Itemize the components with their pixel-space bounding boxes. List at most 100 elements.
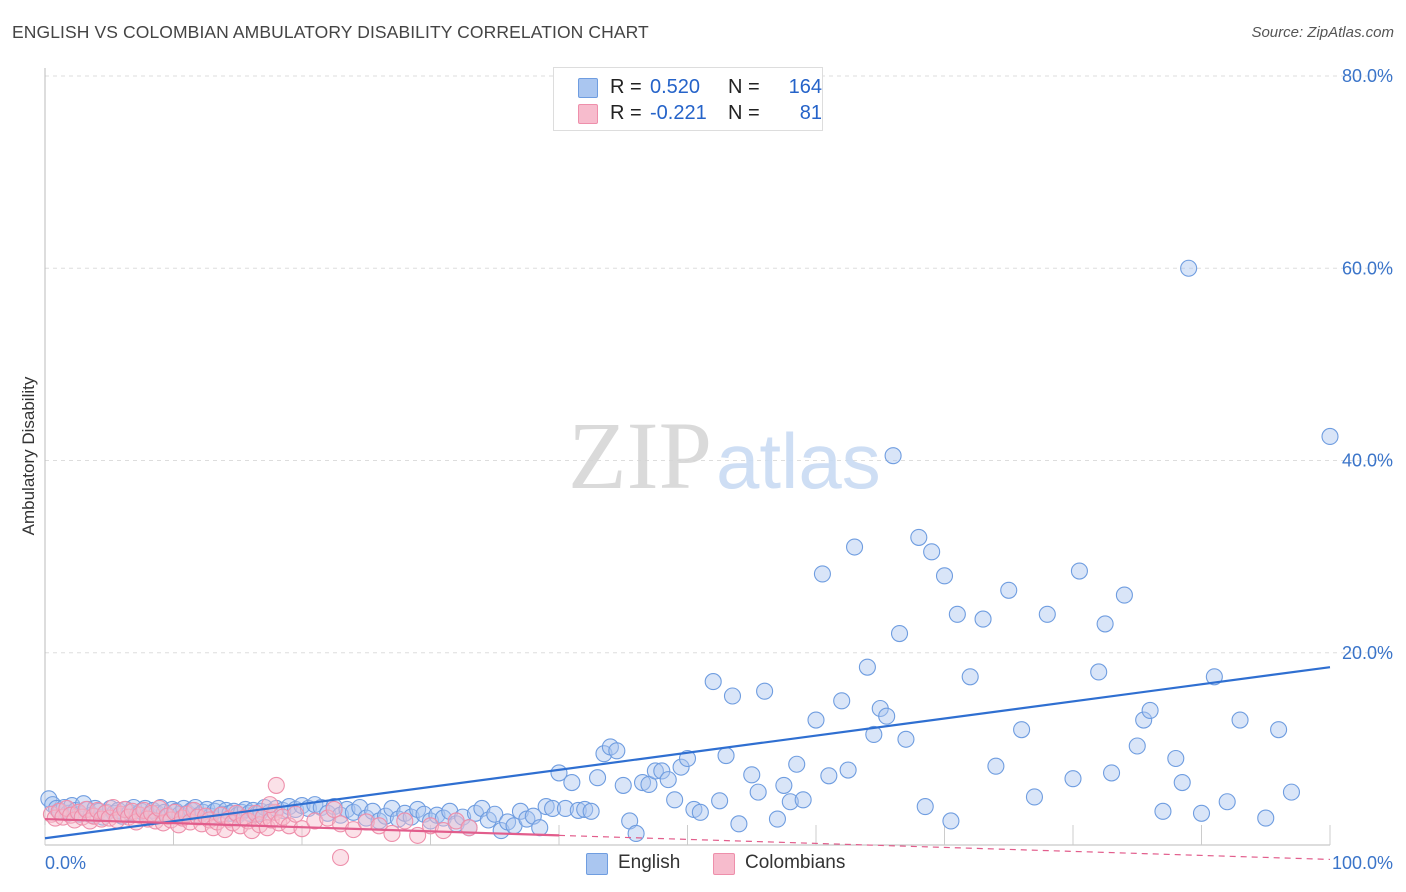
english-point xyxy=(833,692,851,710)
stats-legend: R = 0.520 N = 164 R = -0.221 N = 81 xyxy=(553,67,823,131)
english-point xyxy=(1154,802,1172,820)
colombian-trend-extension xyxy=(558,834,1331,861)
english-point xyxy=(942,812,960,830)
english-point xyxy=(389,810,407,828)
legend-r-value: 0.520 xyxy=(650,76,701,98)
english-point xyxy=(588,769,607,787)
colombian-point xyxy=(421,817,440,835)
grid-lines xyxy=(45,75,1392,654)
english-point xyxy=(794,791,812,809)
colombian-point xyxy=(274,808,292,826)
colombian-swatch xyxy=(578,104,598,124)
english-point xyxy=(756,682,774,700)
english-point xyxy=(781,793,799,811)
legend-n-label: N = xyxy=(728,76,760,98)
english-point xyxy=(544,799,562,818)
english-point xyxy=(659,771,677,789)
english-point xyxy=(364,802,382,820)
english-point xyxy=(1013,721,1031,739)
english-point xyxy=(627,824,645,843)
english-point xyxy=(916,797,934,816)
y-tick-labels: 20.0% 40.0% 60.0% 80.0% xyxy=(1342,66,1393,663)
english-point xyxy=(1090,663,1108,681)
colombian-point xyxy=(396,812,414,830)
x-tick-label-max: 100.0% xyxy=(1332,853,1393,873)
english-point xyxy=(1141,701,1159,719)
english-point xyxy=(1070,562,1088,580)
english-point xyxy=(910,528,928,546)
english-point xyxy=(614,776,632,794)
english-point xyxy=(775,776,793,794)
english-point xyxy=(845,538,864,556)
english-point xyxy=(807,711,825,729)
english-point xyxy=(357,809,375,827)
english-point xyxy=(1064,770,1082,788)
english-point xyxy=(935,567,954,585)
watermark-zip: ZIP xyxy=(568,402,712,509)
colombian-point xyxy=(331,848,350,867)
chart-title: ENGLISH VS COLOMBIAN AMBULATORY DISABILI… xyxy=(12,22,649,42)
english-point xyxy=(865,725,883,744)
english-point xyxy=(730,815,748,833)
colombian-points xyxy=(42,776,478,867)
english-swatch xyxy=(578,78,598,98)
english-point xyxy=(987,757,1005,775)
english-point xyxy=(646,762,664,780)
y-tick-label: 40.0% xyxy=(1342,451,1393,471)
y-axis-label: Ambulatory Disability xyxy=(19,376,38,535)
english-point xyxy=(486,805,504,823)
english-point xyxy=(1231,711,1249,729)
english-point xyxy=(653,762,671,780)
colombian-point xyxy=(293,820,311,838)
english-point xyxy=(1192,804,1211,822)
english-point xyxy=(537,797,555,816)
english-point xyxy=(691,803,709,821)
colombian-point xyxy=(383,824,401,843)
english-point xyxy=(576,800,594,818)
english-point xyxy=(1173,773,1191,792)
x-tick-label-min: 0.0% xyxy=(45,853,86,873)
legend-english-label: English xyxy=(618,852,681,873)
english-point xyxy=(608,742,626,760)
english-point xyxy=(595,745,613,763)
english-point xyxy=(1270,721,1288,739)
english-point xyxy=(1115,586,1133,604)
english-point xyxy=(582,802,600,820)
english-point xyxy=(479,811,497,829)
colombian-point xyxy=(267,776,285,794)
english-point xyxy=(1025,788,1043,806)
english-point xyxy=(1205,668,1223,686)
english-point xyxy=(890,624,909,643)
trend-lines xyxy=(44,666,1331,861)
english-point xyxy=(839,761,857,779)
colombian-point xyxy=(261,796,279,814)
english-point xyxy=(813,565,831,583)
english-point xyxy=(768,810,787,828)
english-point xyxy=(1282,783,1300,801)
legend-n-value: 164 xyxy=(788,76,822,98)
english-point xyxy=(678,749,697,768)
watermark-atlas: atlas xyxy=(716,417,881,505)
english-point xyxy=(1180,259,1198,277)
english-point xyxy=(531,819,549,837)
english-point xyxy=(1038,605,1056,623)
y-tick-label: 80.0% xyxy=(1342,66,1393,86)
legend-colombians-label: Colombians xyxy=(745,852,846,873)
english-point xyxy=(878,707,896,725)
english-point xyxy=(1096,615,1114,633)
english-point xyxy=(672,758,690,776)
english-point xyxy=(974,610,992,628)
english-point xyxy=(704,673,722,691)
english-point xyxy=(717,747,735,765)
english-point xyxy=(633,773,652,792)
english-point xyxy=(884,447,902,465)
english-point xyxy=(820,767,838,785)
english-point xyxy=(858,658,876,676)
legend-n-value: 81 xyxy=(799,102,822,124)
colombian-trend-line xyxy=(44,817,560,837)
english-point xyxy=(1135,711,1153,729)
colombian-point xyxy=(287,805,305,823)
legend-r-value: -0.221 xyxy=(650,102,707,124)
english-point xyxy=(743,766,761,784)
english-point xyxy=(1103,764,1121,782)
